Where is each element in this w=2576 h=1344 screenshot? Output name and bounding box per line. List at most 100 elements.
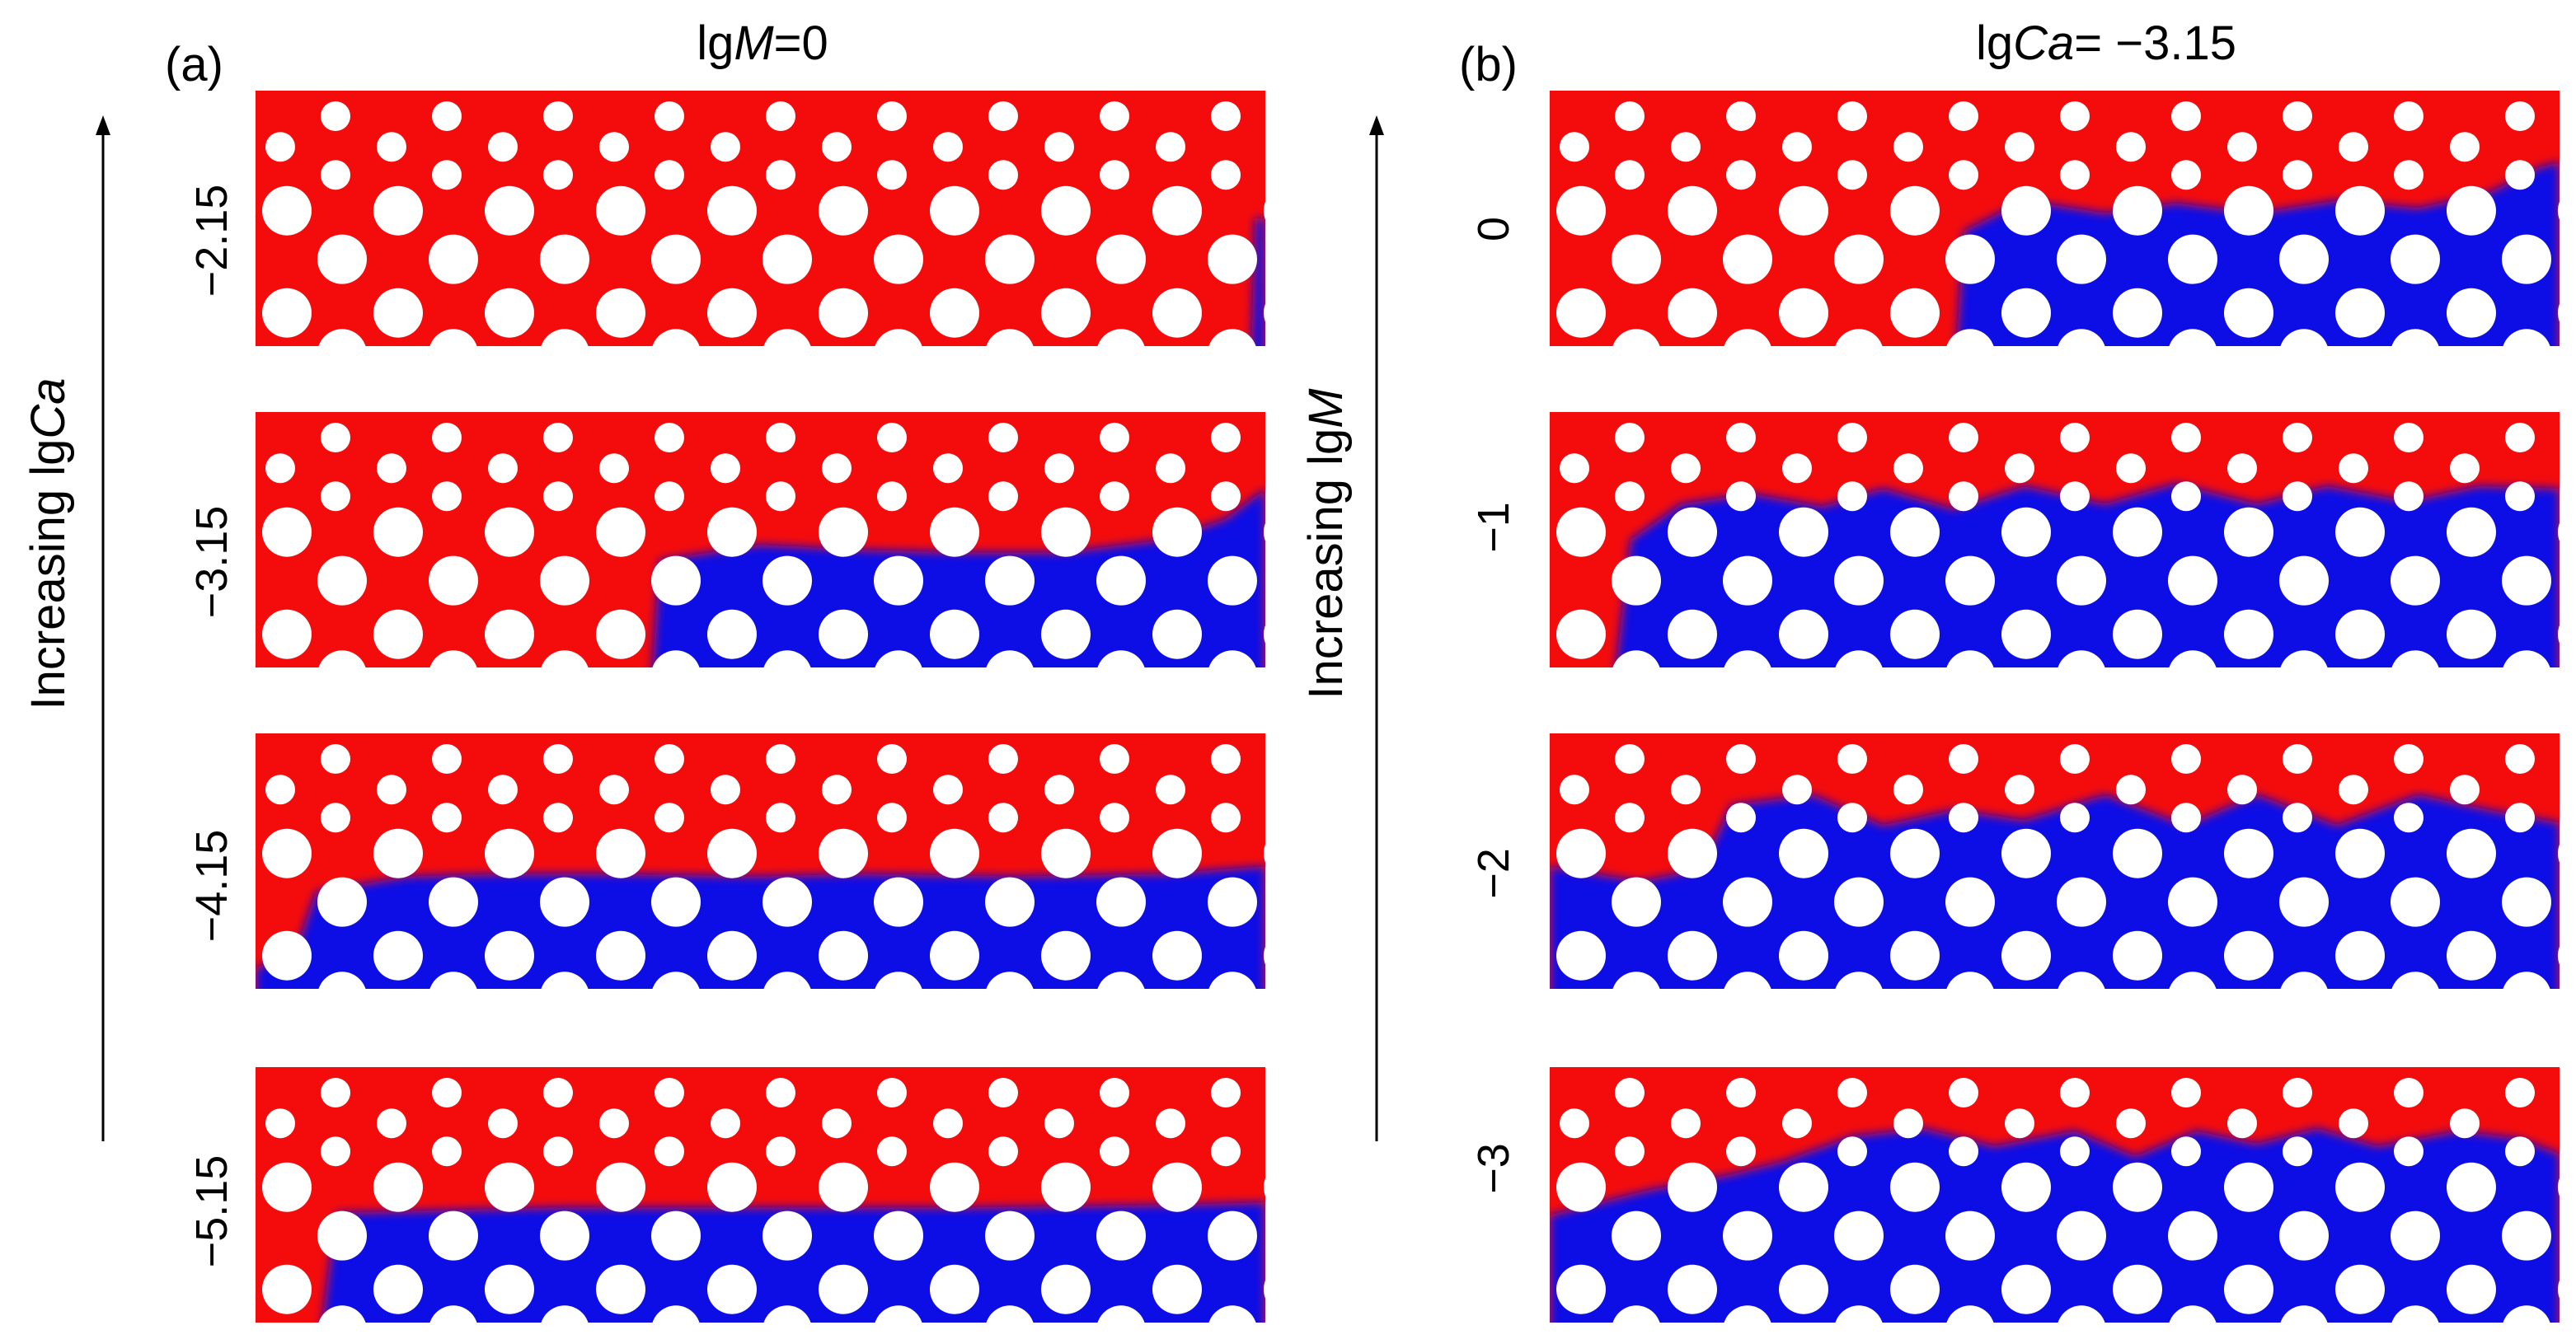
grain (1726, 1136, 1756, 1167)
grain (1211, 160, 1241, 190)
grain (1612, 1211, 1661, 1261)
grain (1615, 160, 1645, 190)
grain (1100, 160, 1129, 190)
grain (432, 101, 462, 131)
grain (875, 329, 922, 346)
grain (1890, 1264, 1940, 1314)
grain (819, 1162, 868, 1212)
grain (819, 1264, 868, 1314)
grain (2447, 185, 2496, 236)
grain (2503, 972, 2550, 989)
grain (2224, 1264, 2273, 1314)
grain (875, 972, 922, 989)
grain (541, 1305, 589, 1323)
grain (2505, 481, 2535, 512)
grain (1779, 288, 1828, 338)
grain (1100, 101, 1129, 131)
grain (262, 185, 312, 236)
grain (488, 132, 518, 162)
grain (1945, 1211, 1995, 1261)
grain (1100, 744, 1129, 774)
grain (1208, 972, 1256, 989)
fluid-red (256, 91, 1265, 346)
grain (766, 423, 795, 452)
grain (2447, 1264, 2496, 1314)
grain (1835, 972, 1883, 989)
grain (1949, 423, 1978, 452)
grain (2005, 132, 2034, 162)
grain (1949, 160, 1978, 190)
grain (1156, 453, 1185, 484)
grain (540, 555, 589, 606)
grain (2447, 288, 2496, 338)
grain (2335, 1264, 2385, 1314)
grain (2224, 507, 2273, 557)
grain (763, 972, 811, 989)
grain (1556, 1162, 1606, 1212)
grain (1671, 775, 1701, 805)
grain (1668, 609, 1717, 659)
grain (655, 160, 684, 190)
grain (543, 1136, 573, 1167)
grain (655, 481, 684, 512)
grain (707, 930, 757, 981)
grain (2447, 828, 2496, 878)
grain (2339, 775, 2368, 805)
grain (1668, 1162, 1717, 1212)
grain (877, 1136, 907, 1167)
grain (262, 1162, 312, 1212)
grain (262, 930, 312, 981)
grain (317, 555, 367, 606)
grain (1726, 423, 1756, 452)
grain (1668, 1264, 1717, 1314)
grain (1041, 609, 1091, 659)
grain (2558, 946, 2560, 965)
grain (377, 132, 406, 162)
grain (652, 329, 700, 346)
grain (373, 185, 423, 236)
grain (2335, 1162, 2385, 1212)
grain (2561, 1108, 2576, 1138)
grain (2335, 930, 2385, 981)
grain (429, 650, 477, 667)
grain (1267, 453, 1297, 483)
grain (875, 1305, 922, 1323)
grain (985, 555, 1035, 606)
grain (1560, 132, 1589, 162)
grain (1208, 1211, 1257, 1261)
grain (1211, 423, 1241, 452)
grain (599, 453, 629, 484)
grain (2558, 1178, 2560, 1196)
grain (651, 1211, 701, 1261)
grain (2058, 650, 2105, 667)
grain (874, 877, 923, 927)
grain (1556, 609, 1606, 659)
grain (2060, 423, 2090, 452)
grain (762, 234, 812, 284)
grain (1211, 803, 1241, 833)
grain (707, 828, 757, 878)
grain (1946, 650, 1994, 667)
grain (1612, 329, 1660, 346)
grain (2502, 234, 2551, 284)
grain (2558, 522, 2560, 541)
grain (1615, 1078, 1645, 1108)
grain (488, 775, 518, 805)
grain (2113, 185, 2162, 236)
grain (2391, 555, 2440, 606)
grain (711, 775, 740, 805)
snapshot-a-2 (256, 733, 1265, 989)
grain (2279, 1211, 2329, 1261)
grain (1668, 828, 1717, 878)
fluid-blue (1956, 162, 2560, 346)
grain (2113, 828, 2162, 878)
grain (763, 650, 811, 667)
grain (822, 1108, 852, 1139)
grain (1612, 555, 1661, 606)
grain (2224, 288, 2273, 338)
panel-a-title: lgM=0 (697, 16, 828, 70)
grain (543, 423, 573, 452)
grain (2058, 972, 2105, 989)
grain (1834, 555, 1884, 606)
grain (596, 185, 645, 236)
